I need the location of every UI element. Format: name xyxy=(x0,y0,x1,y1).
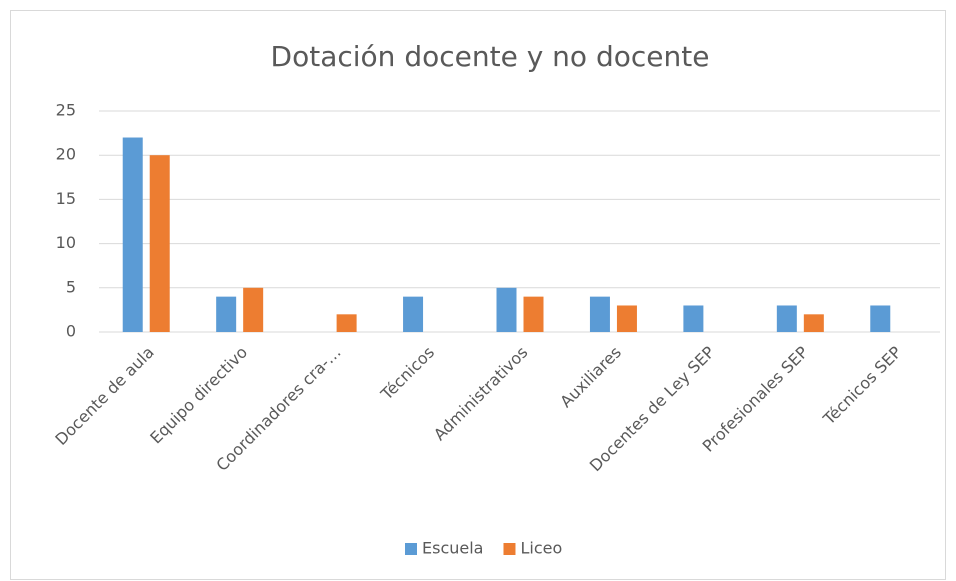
bar xyxy=(403,296,424,332)
y-tick-label: 15 xyxy=(56,189,76,208)
y-tick-label: 0 xyxy=(66,322,76,341)
bar xyxy=(683,305,704,332)
bar xyxy=(803,314,824,332)
legend-swatch xyxy=(503,543,516,555)
bar xyxy=(589,296,610,332)
bar xyxy=(496,287,517,332)
chart-title: Dotación docente y no docente xyxy=(271,40,710,73)
legend-swatch xyxy=(405,543,417,555)
bar xyxy=(523,296,544,332)
bar xyxy=(216,296,237,332)
bar xyxy=(149,155,170,332)
y-tick-label: 10 xyxy=(56,233,76,252)
bar xyxy=(336,314,357,332)
y-tick-label: 5 xyxy=(66,277,76,296)
y-tick-label: 20 xyxy=(56,145,76,164)
bar xyxy=(776,305,797,332)
bar xyxy=(243,287,264,332)
y-tick-label: 25 xyxy=(56,101,76,120)
bar xyxy=(122,137,143,332)
bar xyxy=(870,305,891,332)
legend-label: Escuela xyxy=(422,539,483,558)
bar xyxy=(616,305,637,332)
legend-label: Liceo xyxy=(520,539,562,558)
